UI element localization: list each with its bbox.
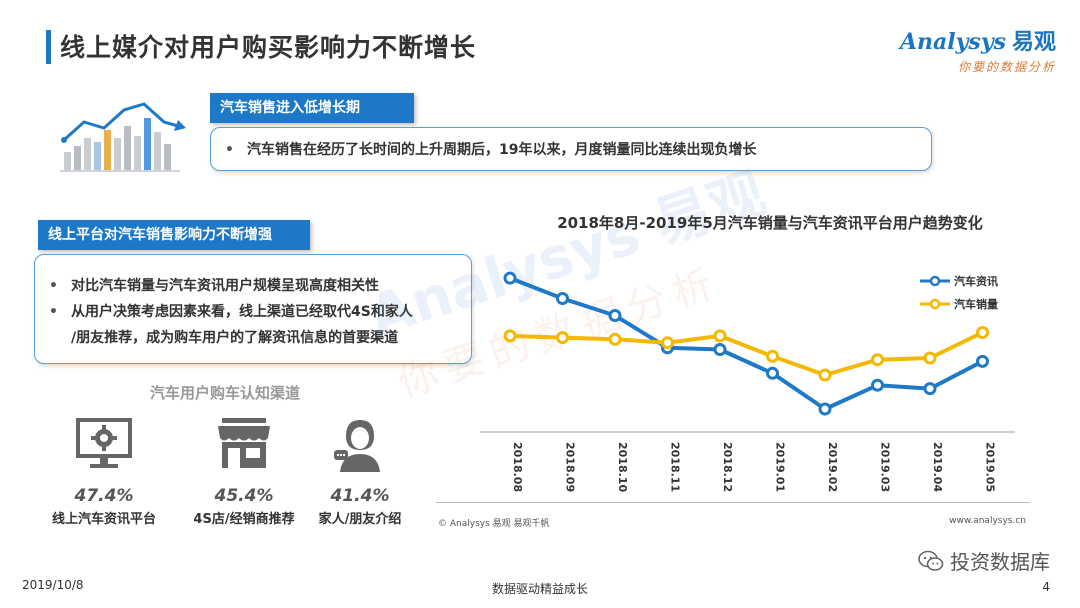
section-box-online: 对比汽车销量与汽车资讯用户规模呈现高度相关性 从用户决策考虑因素来看，线上渠道已… [34, 254, 472, 364]
storefront-icon [218, 418, 270, 468]
data-point [556, 331, 569, 345]
data-point [766, 349, 779, 363]
brand-slogan: 你要的数据分析 [957, 60, 1056, 74]
data-point [923, 351, 937, 365]
channel-4s-dealer: 45.4% 4S店/经销商推荐 [184, 416, 304, 527]
x-tick-label: 2018.09 [564, 442, 577, 492]
data-point [818, 368, 832, 382]
x-tick-label: 2019.04 [931, 442, 944, 492]
brand-name-cn: 易观 [1011, 30, 1056, 55]
chart-title: 2018年8月-2019年5月汽车销量与汽车资讯平台用户趋势变化 [557, 214, 983, 232]
data-point [608, 332, 622, 346]
chart-site: www.analysys.cn [949, 516, 1026, 526]
channel-label: 家人/朋友介绍 [318, 512, 402, 527]
channel-online-platform: 47.4% 线上汽车资讯平台 [44, 416, 164, 527]
wechat-icon [918, 550, 944, 571]
data-point [608, 309, 622, 322]
data-point [766, 366, 779, 380]
x-tick-label: 2019.01 [774, 442, 787, 492]
channel-label: 线上汽车资讯平台 [51, 512, 156, 527]
legend-label: 汽车资讯 [954, 274, 998, 288]
data-point [713, 329, 727, 343]
channel-label: 4S店/经销商推荐 [193, 512, 295, 527]
section-tag-online-influence: 线上平台对汽车销售影响力不断增强 [38, 220, 310, 250]
data-point [713, 343, 727, 356]
channel-percent: 47.4% [74, 486, 134, 506]
channels-title: 汽车用户购车认知渠道 [150, 384, 301, 402]
page-number: 4 [1042, 580, 1050, 594]
legend-marker [929, 298, 941, 310]
channel-family-friends: 41.4% 家人/朋友介绍 [300, 416, 420, 527]
channel-percent: 41.4% [330, 486, 390, 506]
data-point [556, 292, 569, 305]
brand-name: Analysys 易观 [900, 24, 1056, 56]
x-tick-label: 2018.12 [721, 442, 734, 492]
bullet-text: 汽车销售在经历了长时间的上升周期后，19年以来，月度销量同比连续出现负增长 [211, 137, 931, 163]
data-point [976, 326, 989, 339]
wechat-name: 投资数据库 [950, 550, 1050, 574]
data-point [503, 329, 517, 343]
section-box-sales: 汽车销售在经历了长时间的上升周期后，19年以来，月度销量同比连续出现负增长 [210, 127, 932, 171]
bullet-text: 对比汽车销量与汽车资讯用户规模呈现高度相关性 [35, 273, 471, 299]
data-point [661, 336, 674, 350]
data-point [976, 354, 989, 368]
person-chat-icon [334, 420, 380, 472]
monitor-gear-icon [76, 418, 132, 468]
legend-marker [929, 275, 941, 287]
channel-percent: 45.4% [214, 486, 274, 506]
x-tick-label: 2019.05 [984, 442, 997, 492]
bullet-text: 从用户决策考虑因素来看，线上渠道已经取代4S和家人 [35, 299, 471, 325]
line-chart: 2018.08 2018.09 2018.10 2018.11 2018.12 2019.… [480, 271, 1015, 492]
footer-date: 2019/10/8 [22, 578, 84, 592]
footer-slogan: 数据驱动精益成长 [491, 582, 588, 596]
wechat-account: 投资数据库 [918, 546, 1050, 575]
legend-label: 汽车销量 [954, 297, 998, 311]
x-tick-label: 2019.02 [826, 442, 839, 492]
series-line-0 [509, 276, 984, 411]
x-tick-label: 2018.10 [616, 442, 629, 492]
x-tick-label: 2018.11 [669, 442, 682, 492]
series-line-1 [509, 330, 984, 377]
data-point [923, 382, 937, 396]
data-point [871, 353, 884, 367]
data-point [818, 402, 832, 416]
section-tag-sales-slowdown: 汽车销售进入低增长期 [210, 93, 414, 123]
bar-chart-icon [60, 102, 186, 172]
data-point [871, 378, 884, 392]
x-tick-label: 2019.03 [879, 442, 892, 492]
brand-logo: Analysys 易观 你要的数据分析 [900, 24, 1056, 75]
brand-name-en: Analysys [899, 29, 1006, 55]
bullet-text-continued: /朋友推荐，成为购车用户的了解资讯信息的首要渠道 [71, 330, 399, 346]
data-point [503, 271, 517, 285]
chart-divider [436, 502, 1030, 503]
page-title: 线上媒介对用户购买影响力不断增长 [60, 33, 477, 62]
chart-source: © Analysys 易观 易观千帆 [438, 519, 550, 529]
title-accent-bar [46, 30, 51, 64]
x-tick-label: 2018.08 [511, 442, 524, 492]
